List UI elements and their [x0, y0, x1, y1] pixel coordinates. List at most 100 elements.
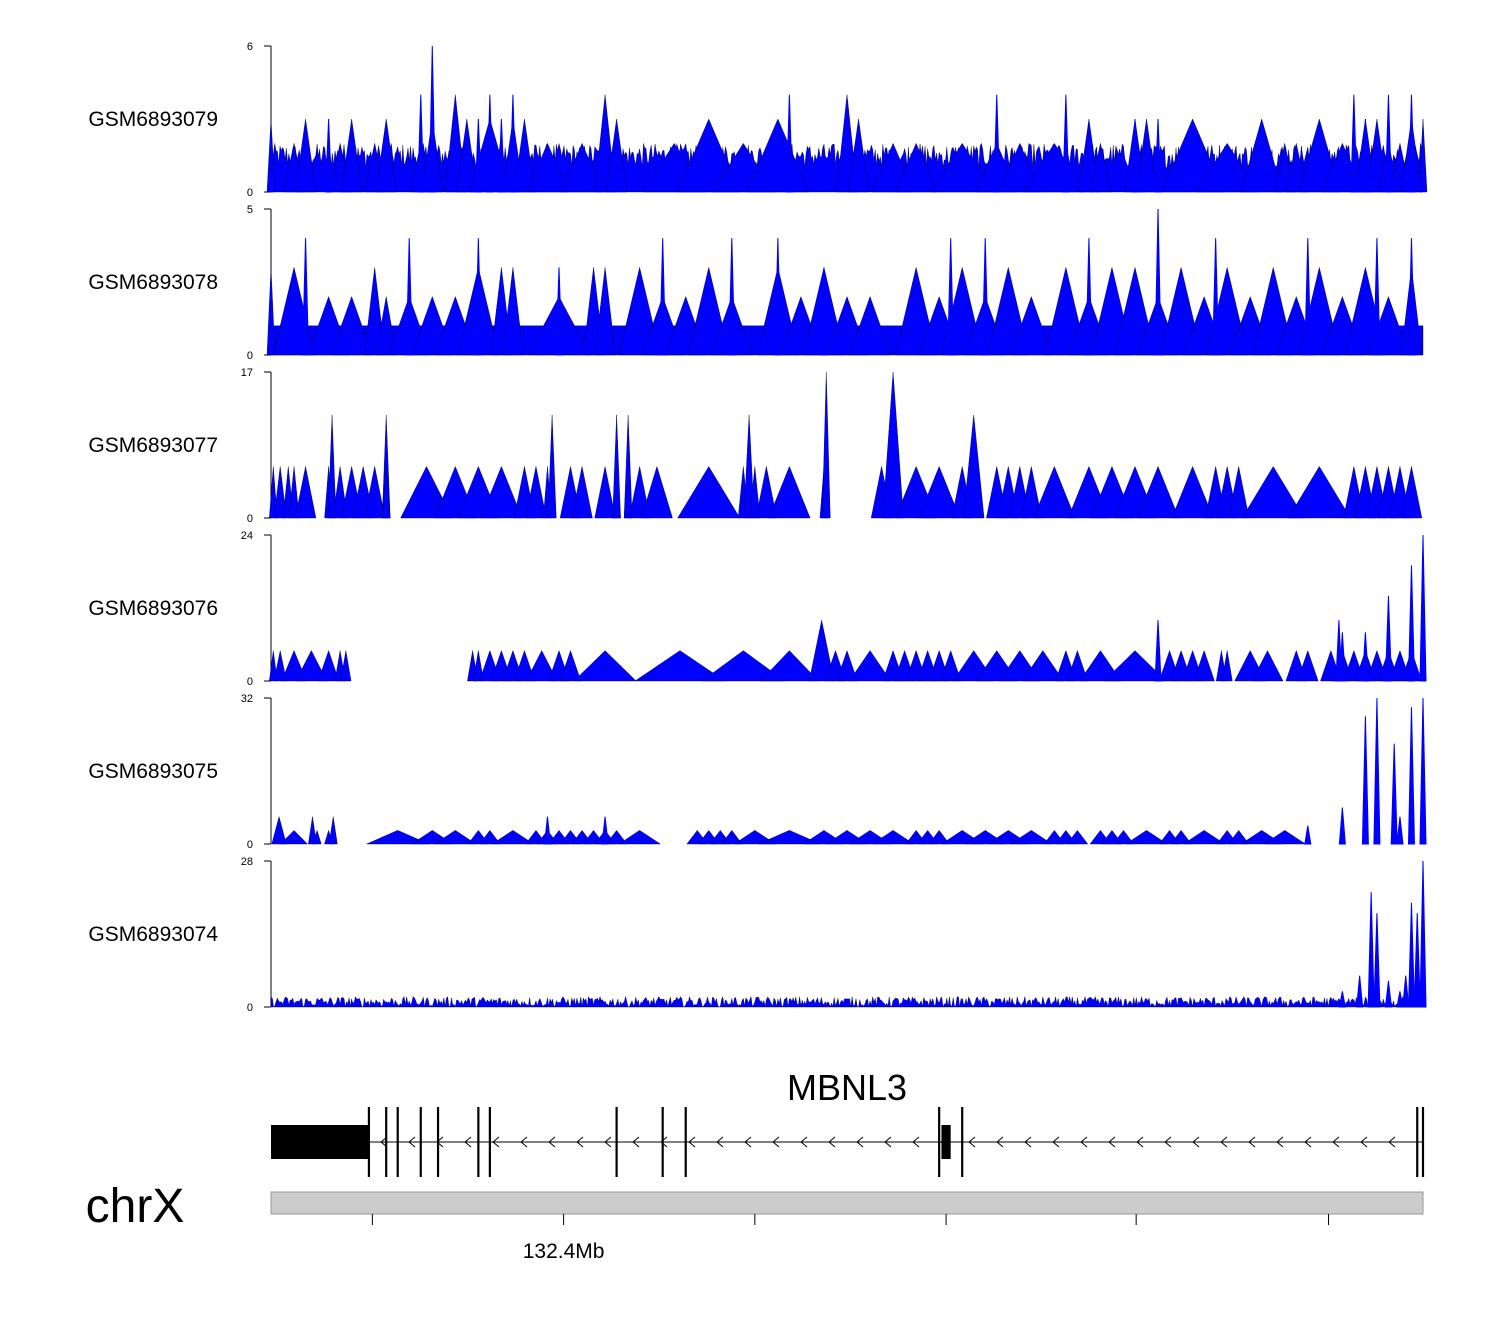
- coverage-peak: [1066, 649, 1089, 682]
- coverage-spike: [1085, 238, 1093, 356]
- coverage-spike: [1154, 620, 1162, 682]
- coverage-spike: [659, 238, 667, 356]
- strand-arrow: [1388, 1136, 1396, 1148]
- coverage-spike: [1361, 632, 1369, 682]
- strand-arrow: [408, 1136, 416, 1148]
- coverage-peak: [317, 649, 340, 682]
- coverage-peak: [1287, 466, 1351, 519]
- coverage-peak: [513, 649, 536, 682]
- coverage-peak: [375, 118, 397, 193]
- strand-arrow: [576, 1136, 584, 1148]
- coverage-spike: [820, 267, 828, 356]
- coverage-peak: [308, 816, 317, 845]
- track-label: GSM6893079: [88, 108, 218, 131]
- coverage-peak: [502, 267, 524, 356]
- coverage-spike: [601, 816, 609, 845]
- exon-block: [271, 1125, 369, 1159]
- coverage-spike: [1419, 534, 1427, 682]
- coverage-spike: [1407, 94, 1415, 193]
- strand-arrow: [520, 1136, 528, 1148]
- coverage-peak: [1251, 650, 1284, 682]
- coverage-peak: [547, 414, 557, 519]
- coverage-peak: [491, 830, 535, 845]
- strand-arrow: [884, 1136, 892, 1148]
- coverage-peak: [381, 466, 391, 519]
- coverage-peak: [295, 650, 328, 682]
- coverage-spike: [1407, 902, 1415, 1008]
- coverage-peak: [479, 829, 501, 845]
- coverage-peak: [1103, 650, 1167, 682]
- coverage-peak: [836, 649, 858, 682]
- strand-arrow: [548, 1136, 556, 1148]
- coverage-spike: [1419, 697, 1427, 845]
- track-label: GSM6893078: [88, 271, 218, 294]
- coverage-spike: [474, 238, 482, 356]
- coverage-peak: [273, 650, 287, 682]
- chromosome-bar: [270, 1191, 1424, 1215]
- coverage-peak: [930, 142, 994, 193]
- strand-arrow: [716, 1136, 724, 1148]
- coverage-spike: [1384, 595, 1392, 682]
- coverage-spike: [728, 238, 736, 356]
- strand-arrow: [1192, 1136, 1200, 1148]
- coverage-spike: [1373, 697, 1381, 845]
- coverage-peak: [1400, 466, 1423, 519]
- y-tick-label: 0: [247, 350, 253, 362]
- coverage-peak: [525, 466, 547, 519]
- strand-arrow: [1136, 1136, 1144, 1148]
- coverage-peak: [1010, 296, 1053, 356]
- coverage-peak: [677, 466, 741, 519]
- coverage-peak: [400, 466, 453, 519]
- track-GSM6893077: GSM6893077 17 0: [88, 367, 1423, 525]
- coverage-spike: [1304, 825, 1312, 845]
- exon-block: [941, 1125, 951, 1159]
- coverage-spike: [1407, 707, 1415, 845]
- track-GSM6893074: GSM6893074 28 0: [88, 856, 1427, 1014]
- coverage-peak: [480, 465, 523, 519]
- coverage-peak: [871, 830, 915, 845]
- coverage-spike: [1402, 975, 1410, 1008]
- coverage-peak: [743, 414, 755, 519]
- coverage-spike: [302, 238, 310, 356]
- coverage-peak: [1033, 465, 1076, 519]
- coverage-peak: [1137, 465, 1180, 519]
- y-tick-label: 17: [241, 367, 253, 379]
- track-label: GSM6893074: [88, 923, 218, 946]
- coverage-spike: [509, 94, 517, 193]
- strand-arrow: [380, 1136, 388, 1148]
- coverage-peak: [634, 650, 726, 682]
- y-tick-label: 32: [241, 693, 253, 705]
- coverage-peak: [822, 371, 831, 519]
- strand-arrow: [744, 1136, 752, 1148]
- coverage-peak: [1285, 143, 1307, 193]
- track-GSM6893075: GSM6893075 32 0: [88, 693, 1427, 851]
- y-tick-label: 5: [247, 204, 253, 216]
- coverage-peak: [629, 466, 651, 519]
- coverage-peak: [288, 466, 300, 519]
- coverage-peak: [1112, 829, 1135, 845]
- gene-label: MBNL3: [787, 1067, 907, 1108]
- coverage-peak: [623, 414, 633, 519]
- coverage-peak: [273, 466, 287, 519]
- coverage-spike: [774, 238, 782, 356]
- coverage-spike: [1396, 816, 1404, 845]
- coverage-spike: [543, 816, 552, 845]
- coverage-spike: [474, 118, 482, 193]
- coverage-peak: [848, 650, 892, 682]
- coverage-peak: [456, 118, 478, 193]
- coverage-peak: [749, 466, 761, 519]
- coverage-spike: [993, 94, 1001, 193]
- coverage-spike: [417, 94, 425, 193]
- coverage-peak: [559, 649, 582, 682]
- strand-arrow: [828, 1136, 836, 1148]
- coverage-spike: [1384, 980, 1393, 1008]
- strand-arrow: [996, 1136, 1004, 1148]
- coverage-spike: [1390, 743, 1398, 845]
- coverage-peak: [928, 829, 950, 845]
- strand-arrow: [604, 1136, 612, 1148]
- coverage-peak: [366, 830, 429, 845]
- coverage-peak: [1228, 466, 1250, 519]
- position-label: 132.4Mb: [523, 1240, 605, 1263]
- coverage-peak: [1009, 830, 1053, 845]
- coverage-spike: [405, 267, 413, 356]
